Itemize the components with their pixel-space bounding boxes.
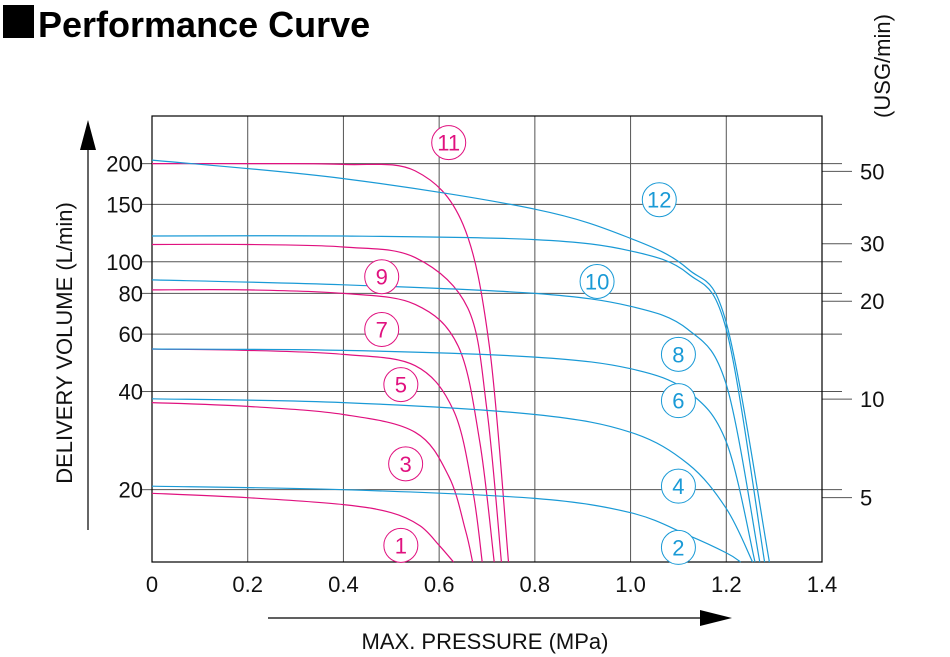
- y2-tick-label: 30: [860, 232, 884, 257]
- x-axis-title: MAX. PRESSURE (MPa): [362, 629, 609, 654]
- series-line-6: [151, 348, 756, 563]
- x-tick-label: 1.2: [711, 572, 742, 597]
- series-line-12: [151, 159, 770, 563]
- series-line-5: [151, 348, 483, 563]
- series-label-6: 6: [672, 389, 684, 414]
- x-tick-label: 0: [146, 572, 158, 597]
- series-line-1: [151, 492, 454, 563]
- y-tick-label: 20: [119, 478, 143, 503]
- y-tick-label: 80: [119, 281, 143, 306]
- series-label-circle-6: [660, 383, 696, 419]
- series-line-4: [151, 398, 754, 563]
- series-label-circle-5: [383, 367, 419, 403]
- y2-tick-label: 20: [860, 289, 884, 314]
- y2-tick-label: 5: [860, 486, 872, 511]
- x-tick-label: 0.2: [232, 572, 263, 597]
- tick-labels: 0 0.2 0.4 0.6 0.8 1.0 1.2 1.4204060801001502005…: [106, 152, 884, 597]
- series-label-circle-10: [579, 264, 615, 300]
- y-tick-label: 100: [106, 250, 143, 275]
- title-square-icon: [3, 5, 34, 38]
- y-tick-label: 150: [106, 192, 143, 217]
- series-label-circle-9: [364, 259, 400, 295]
- x-tick-label: 0.4: [328, 572, 359, 597]
- series-line-10: [151, 235, 766, 563]
- series-label-circle-3: [388, 446, 424, 482]
- series-label-circle-4: [660, 468, 696, 504]
- series-label-circle-7: [364, 311, 400, 347]
- series-line-8: [151, 279, 761, 563]
- y2-tick-label: 50: [860, 159, 884, 184]
- series-group: [151, 159, 770, 563]
- series-label-12: 12: [647, 188, 671, 213]
- series-label-11: 11: [437, 131, 460, 156]
- y2-axis-title: (USG/min): [870, 14, 895, 118]
- x-tick-label: 1.4: [807, 572, 838, 597]
- series-label-circle-1: [383, 527, 419, 563]
- series-label-circle-12: [641, 182, 677, 218]
- series-line-3: [151, 402, 474, 563]
- series-label-8: 8: [672, 342, 684, 367]
- x-tick-label: 0.6: [424, 572, 455, 597]
- series-label-circle-8: [660, 336, 696, 372]
- series-label-circle-11: [431, 125, 467, 161]
- y-axis-title: DELIVERY VOLUME (L/min): [52, 202, 77, 484]
- curve-labels: 1 3 5 7 9 11 2 4 6 8 10 12: [364, 125, 696, 565]
- series-label-3: 3: [400, 452, 412, 477]
- x-tick-label: 1.0: [615, 572, 646, 597]
- y-tick-label: 60: [119, 322, 143, 347]
- series-label-5: 5: [395, 373, 407, 398]
- chart-title: Performance Curve: [38, 4, 370, 45]
- series-line-9: [151, 243, 502, 563]
- series-label-1: 1: [395, 533, 407, 558]
- series-label-7: 7: [376, 317, 388, 342]
- x-axis-arrow-icon: [700, 610, 732, 626]
- y-axis-arrow-icon: [80, 120, 96, 150]
- series-label-circle-2: [660, 529, 696, 565]
- series-line-2: [151, 485, 741, 563]
- plot-frame: [151, 115, 823, 563]
- series-label-10: 10: [585, 270, 609, 295]
- y-tick-label: 200: [106, 152, 143, 177]
- series-label-4: 4: [672, 474, 684, 499]
- series-label-2: 2: [672, 535, 684, 560]
- series-line-7: [151, 289, 495, 563]
- x-tick-label: 0.8: [520, 572, 551, 597]
- series-line-11: [151, 162, 510, 563]
- y2-tick-label: 10: [860, 387, 884, 412]
- y-tick-label: 40: [119, 380, 143, 405]
- series-label-9: 9: [376, 265, 388, 290]
